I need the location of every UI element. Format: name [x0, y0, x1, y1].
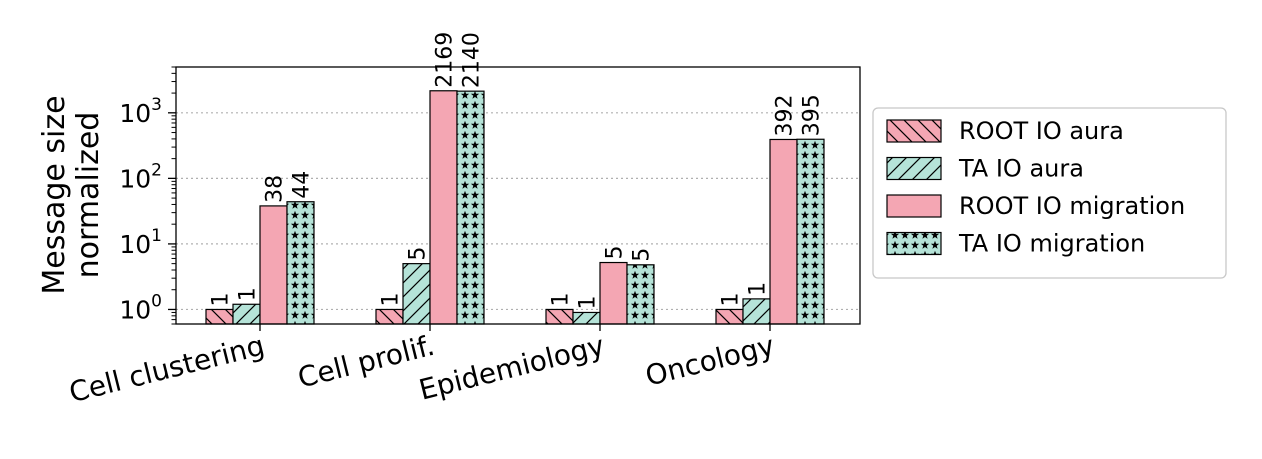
bar-value-label: 1 — [576, 295, 601, 309]
bar-root-io-migration-4 — [769, 138, 798, 325]
y-tick-exponent: 1 — [151, 226, 162, 246]
bar-value-label: 1 — [746, 282, 771, 296]
y-tick-label: 103 — [119, 95, 162, 128]
bar-value-label: 2169 — [433, 32, 458, 88]
bar-ta-io-aura-4 — [742, 298, 771, 325]
bar-value-label: 395 — [800, 94, 825, 136]
bar-value-label: 5 — [630, 248, 655, 262]
y-tick-label: 102 — [119, 160, 162, 193]
legend-label: TA IO migration — [958, 230, 1145, 258]
x-category-label: Oncology — [642, 329, 778, 393]
bar-ta-io-migration-3 — [626, 264, 655, 325]
y-axis-title: Message size normalized — [37, 95, 106, 294]
y-axis-title-line-1: Message size — [37, 95, 72, 294]
bar-value-label: 392 — [773, 94, 798, 136]
bar-value-label: 1 — [236, 287, 261, 301]
legend-label: ROOT IO migration — [959, 192, 1185, 220]
x-category-label: Cell clustering — [66, 329, 268, 409]
y-tick-exponent: 0 — [151, 291, 162, 311]
legend-swatch — [886, 156, 942, 181]
bar-ta-io-migration-4 — [796, 138, 825, 325]
legend: ROOT IO aura TA IO aura ROOT IO migration T… — [872, 107, 1227, 279]
bar-value-label: 5 — [603, 246, 628, 260]
y-tick-exponent: 3 — [151, 95, 162, 115]
y-tick-base: 10 — [119, 230, 151, 259]
bar-ta-io-migration-1 — [286, 201, 315, 325]
bar-root-io-migration-1 — [259, 205, 288, 325]
bar-value-label: 1 — [549, 292, 574, 306]
legend-swatch — [886, 119, 942, 143]
x-category-label: Cell prolif. — [295, 329, 438, 395]
bar-root-io-migration-3 — [599, 261, 628, 325]
bar-root-io-aura-2 — [375, 308, 404, 325]
bar-value-label: 5 — [406, 247, 431, 261]
bar-value-label: 1 — [209, 292, 234, 306]
x-category-label: Epidemiology — [416, 329, 608, 407]
bar-value-label: 38 — [263, 175, 288, 203]
y-tick-label: 101 — [119, 226, 162, 259]
bar-root-io-migration-2 — [429, 90, 458, 325]
y-tick-label: 100 — [119, 291, 162, 324]
plot-area-frame — [175, 66, 861, 325]
bar-ta-io-aura-3 — [572, 311, 601, 325]
legend-swatch — [886, 194, 942, 218]
legend-label: TA IO aura — [958, 155, 1084, 183]
bar-ta-io-aura-2 — [402, 263, 431, 325]
bars — [205, 90, 825, 325]
y-tick-exponent: 2 — [151, 160, 162, 180]
legend-swatch — [886, 231, 942, 256]
y-axis-title-line-2: normalized — [71, 112, 106, 279]
y-tick-base: 10 — [119, 295, 151, 324]
y-tick-base: 10 — [119, 99, 151, 128]
bar-ta-io-migration-2 — [456, 90, 485, 325]
bar-value-label: 44 — [290, 171, 315, 199]
legend-box — [872, 107, 1227, 279]
bar-value-label: 2140 — [460, 32, 485, 88]
y-tick-base: 10 — [119, 164, 151, 193]
bar-ta-io-aura-1 — [232, 303, 261, 325]
x-axis-category-labels: Cell clustering Cell prolif.Epidemiology O… — [66, 324, 778, 409]
bar-root-io-aura-3 — [545, 308, 574, 325]
bar-value-label: 1 — [379, 292, 404, 306]
legend-label: ROOT IO aura — [959, 117, 1124, 145]
bar-value-label: 1 — [719, 292, 744, 306]
bar-root-io-aura-4 — [715, 308, 744, 325]
bar-root-io-aura-1 — [205, 308, 234, 325]
